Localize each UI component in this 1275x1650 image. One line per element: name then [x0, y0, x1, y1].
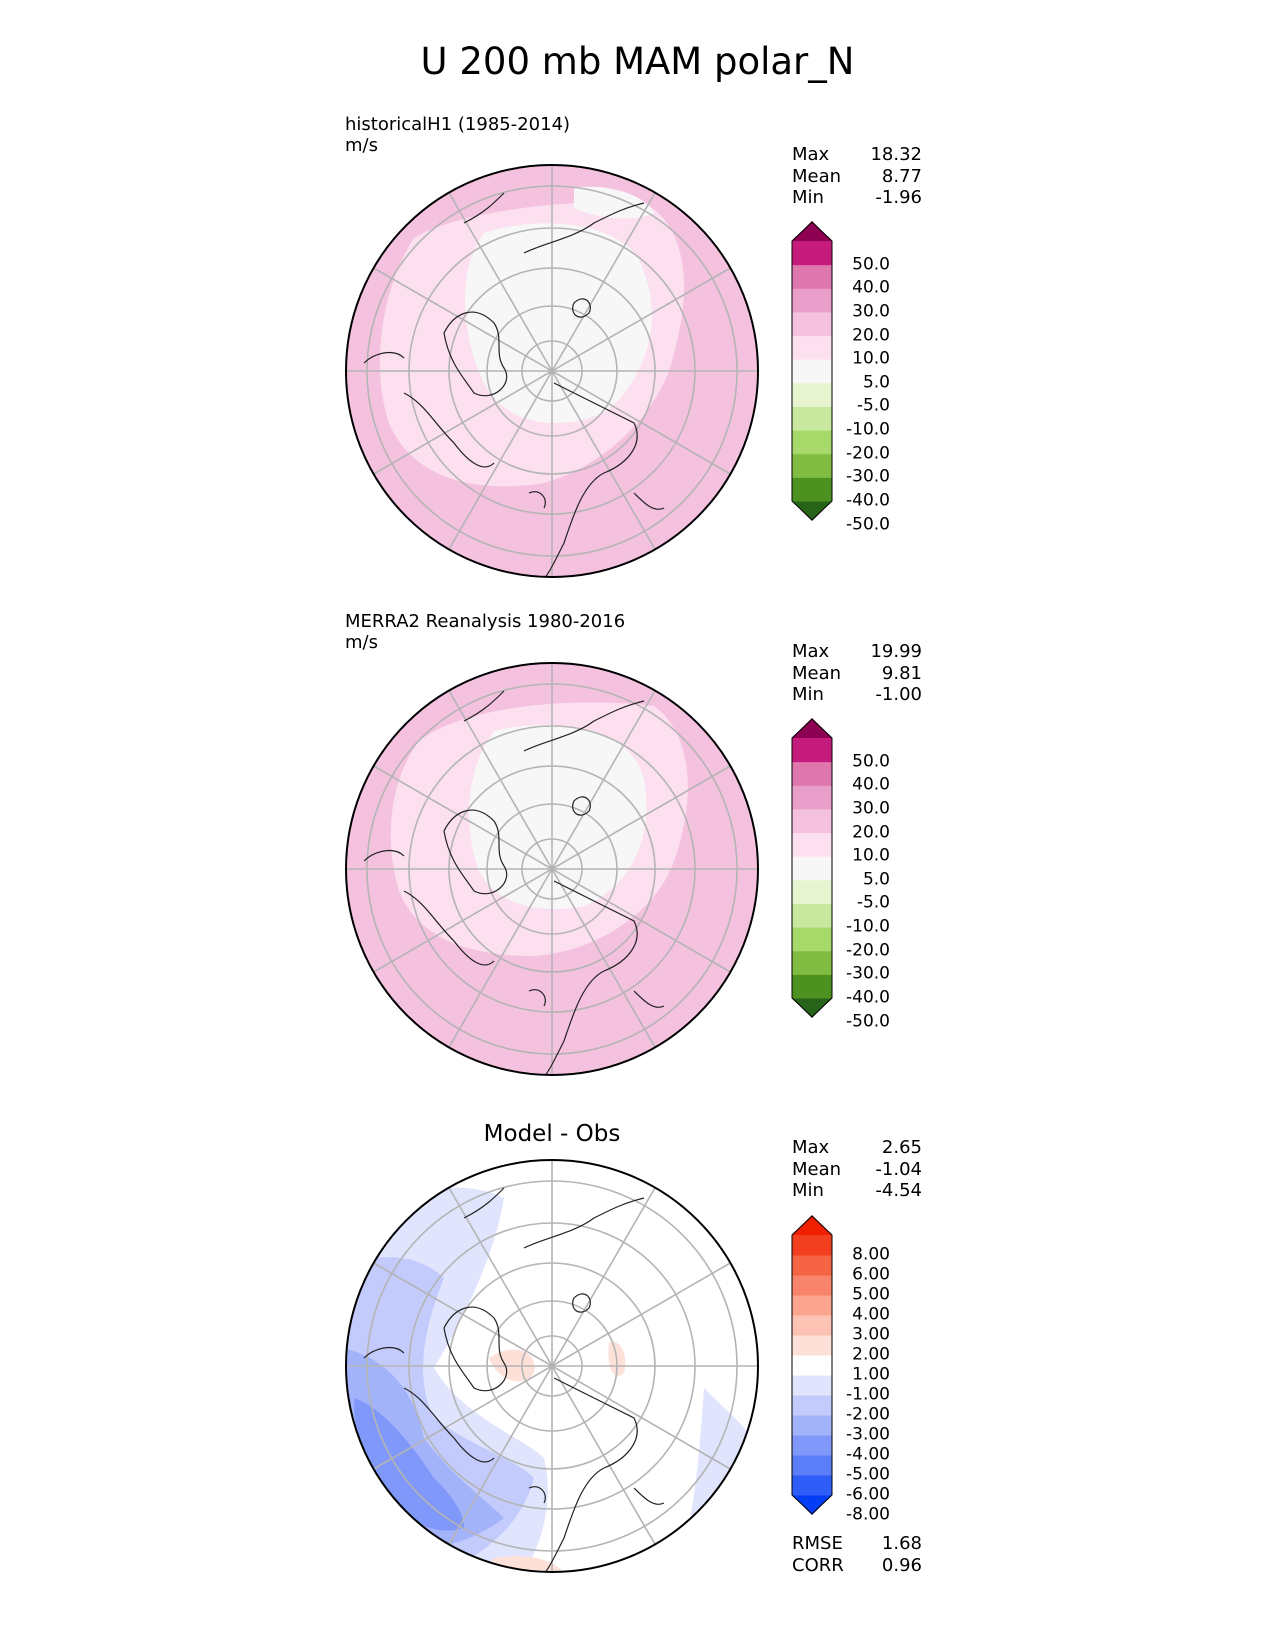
- colorbar-tick-label: 2.00: [852, 1344, 890, 1365]
- colorbar-tick-label: -5.0: [856, 395, 890, 416]
- colorbar-segment: [792, 1475, 832, 1496]
- panel-3-error-stats: RMSE 1.68 CORR 0.96: [792, 1533, 922, 1576]
- colorbar-tick-label: -10.0: [846, 916, 890, 937]
- colorbar-segment: [792, 1235, 832, 1256]
- colorbar-segment: [792, 1415, 832, 1436]
- colorbar-segment: [792, 927, 832, 952]
- colorbar-segment: [792, 382, 832, 407]
- colorbar-top-extension: [792, 718, 832, 738]
- colorbar-bottom-extension: [792, 501, 832, 521]
- colorbar-segment: [792, 1395, 832, 1416]
- colorbar-segment: [792, 1295, 832, 1316]
- colorbar-segment: [792, 335, 832, 360]
- colorbar-tick-label: -50.0: [846, 514, 890, 535]
- colorbar-tick-label: -5.00: [846, 1464, 890, 1485]
- panel-3-title: Model - Obs: [483, 1121, 621, 1147]
- colorbar-segment: [792, 288, 832, 313]
- colorbar-segment: [792, 406, 832, 431]
- colorbar-segment: [792, 879, 832, 904]
- colorbar-tick-label: -1.00: [846, 1384, 890, 1405]
- colorbar-segment: [792, 761, 832, 786]
- colorbar-segment: [792, 1455, 832, 1476]
- colorbar-bottom-extension: [792, 1495, 832, 1515]
- colorbar-tick-label: 20.0: [852, 822, 890, 843]
- colorbar-segment: [792, 1355, 832, 1376]
- colorbar-segment: [792, 430, 832, 455]
- panel-1-polar-map: [345, 164, 759, 578]
- colorbar-tick-label: 5.0: [862, 372, 890, 393]
- colorbar-tick-label: 40.0: [852, 277, 890, 298]
- colorbar-bottom-extension: [792, 998, 832, 1018]
- colorbar-tick-label: -30.0: [846, 466, 890, 487]
- colorbar-tick-label: -10.0: [846, 419, 890, 440]
- panel-2-colorbar: [791, 718, 833, 1018]
- colorbar-tick-label: -6.00: [846, 1484, 890, 1505]
- colorbar-tick-label: -4.00: [846, 1444, 890, 1465]
- colorbar-tick-label: -30.0: [846, 963, 890, 984]
- colorbar-segment: [792, 241, 832, 266]
- colorbar-segment: [792, 974, 832, 999]
- colorbar-tick-label: 6.00: [852, 1264, 890, 1285]
- panel-2-stats: Max 19.99 Mean 9.81 Min -1.00: [792, 641, 922, 705]
- colorbar-tick-label: -20.0: [846, 940, 890, 961]
- colorbar-tick-label: 10.0: [852, 348, 890, 369]
- colorbar-segment: [792, 738, 832, 763]
- colorbar-segment: [792, 1335, 832, 1356]
- colorbar-top-extension: [792, 221, 832, 241]
- panel-2-title: MERRA2 Reanalysis 1980-2016 m/s: [345, 611, 626, 653]
- colorbar-top-extension: [792, 1215, 832, 1235]
- colorbar-tick-label: -50.0: [846, 1011, 890, 1032]
- panel-1-colorbar-ticks: 50.0 40.0 30.0 20.0 10.0 5.0 -5.0 -10.0 -20.0 -30…: [780, 221, 890, 533]
- colorbar-segment: [792, 477, 832, 502]
- figure-title: U 200 mb MAM polar_N: [420, 40, 855, 83]
- colorbar-tick-label: -3.00: [846, 1424, 890, 1445]
- colorbar-tick-label: 5.00: [852, 1284, 890, 1305]
- colorbar-tick-label: -40.0: [846, 987, 890, 1008]
- panel-2-colorbar-ticks: 50.0 40.0 30.0 20.0 10.0 5.0 -5.0 -10.0 -20.0 -30…: [780, 718, 890, 1030]
- colorbar-tick-label: 1.00: [852, 1364, 890, 1385]
- colorbar-outline: [791, 1215, 833, 1515]
- colorbar-segment: [792, 311, 832, 337]
- colorbar-tick-label: 4.00: [852, 1304, 890, 1325]
- colorbar-tick-label: 20.0: [852, 325, 890, 346]
- colorbar-segment: [792, 903, 832, 928]
- colorbar-segment: [792, 856, 832, 881]
- colorbar-tick-label: 3.00: [852, 1324, 890, 1345]
- colorbar-tick-label: -8.00: [846, 1504, 890, 1525]
- panel-3-polar-map: [345, 1159, 759, 1573]
- panel-1-colorbar: [791, 221, 833, 521]
- colorbar-tick-label: -2.00: [846, 1404, 890, 1425]
- colorbar-segment: [792, 1435, 832, 1456]
- colorbar-tick-label: 50.0: [852, 254, 890, 275]
- colorbar-segment: [792, 832, 832, 857]
- colorbar-segment: [792, 1275, 832, 1296]
- colorbar-tick-label: 30.0: [852, 798, 890, 819]
- panel-1-title: historicalH1 (1985-2014) m/s: [345, 114, 571, 156]
- panel-2-polar-map: [345, 662, 759, 1076]
- colorbar-segment: [792, 785, 832, 810]
- colorbar-segment: [792, 1375, 832, 1396]
- colorbar-segment: [792, 1255, 832, 1276]
- panel-1-stats: Max 18.32 Mean 8.77 Min -1.96: [792, 144, 922, 208]
- colorbar-segment: [792, 453, 832, 478]
- colorbar-segment: [792, 950, 832, 975]
- colorbar-tick-label: -40.0: [846, 490, 890, 511]
- colorbar-outline: [791, 221, 833, 521]
- colorbar-tick-label: -5.0: [856, 892, 890, 913]
- colorbar-segment: [792, 808, 832, 834]
- colorbar-tick-label: 8.00: [852, 1244, 890, 1265]
- colorbar-tick-label: 5.0: [862, 869, 890, 890]
- colorbar-tick-label: 30.0: [852, 301, 890, 322]
- panel-3-stats: Max 2.65 Mean -1.04 Min -4.54: [792, 1137, 922, 1201]
- colorbar-segment: [792, 1315, 832, 1336]
- panel-3-colorbar: [791, 1215, 833, 1515]
- colorbar-tick-label: 50.0: [852, 751, 890, 772]
- panel-3-colorbar-ticks: 8.00 6.00 5.00 4.00 3.00 2.00 1.00 -1.00 -2.00 -3…: [780, 1215, 890, 1523]
- colorbar-segment: [792, 264, 832, 289]
- colorbar-tick-label: -20.0: [846, 443, 890, 464]
- colorbar-segment: [792, 359, 832, 384]
- colorbar-outline: [791, 718, 833, 1018]
- colorbar-tick-label: 40.0: [852, 774, 890, 795]
- colorbar-tick-label: 10.0: [852, 845, 890, 866]
